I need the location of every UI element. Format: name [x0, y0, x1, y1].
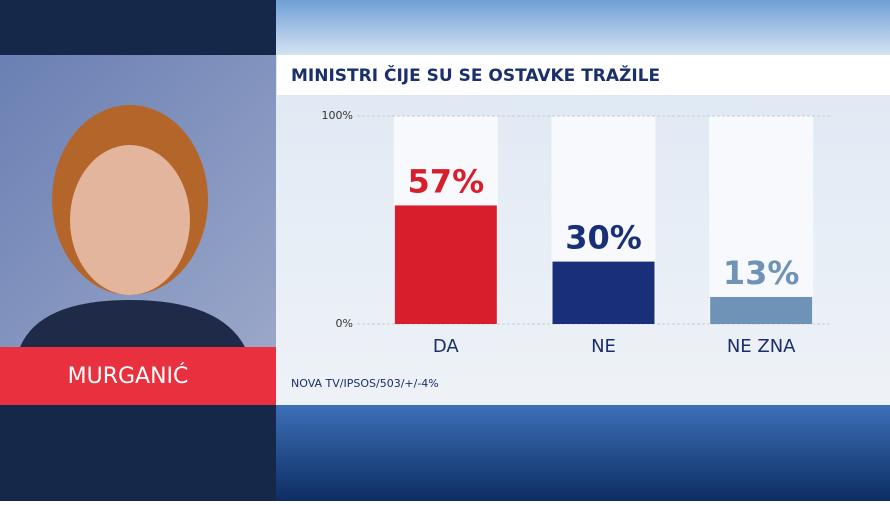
x-tick-label: NE	[591, 336, 616, 357]
bar	[710, 296, 813, 324]
y-tick-label: 100%	[322, 109, 353, 122]
title-bar	[277, 55, 890, 95]
value-label: 30%	[565, 219, 642, 257]
column-band	[709, 116, 814, 324]
plot: 0% 100% DA 57% NE 30% NE ZNA 13%	[322, 109, 830, 357]
name-bar	[0, 347, 276, 405]
value-label: 57%	[408, 162, 485, 200]
value-label: 13%	[723, 254, 800, 292]
person-name: MURGANIĆ	[68, 363, 189, 389]
photo-face	[70, 145, 190, 295]
y-tick-label: 0%	[336, 317, 353, 330]
x-tick-label: NE ZNA	[727, 336, 796, 357]
x-tick-label: DA	[433, 336, 460, 357]
photo-body	[20, 300, 245, 347]
bar	[394, 205, 497, 324]
bar	[552, 261, 655, 324]
source: NOVA TV/IPSOS/503/+/-4%	[291, 377, 439, 390]
chart-title: MINISTRI ČIJE SU SE OSTAVKE TRAŽILE	[291, 64, 660, 86]
